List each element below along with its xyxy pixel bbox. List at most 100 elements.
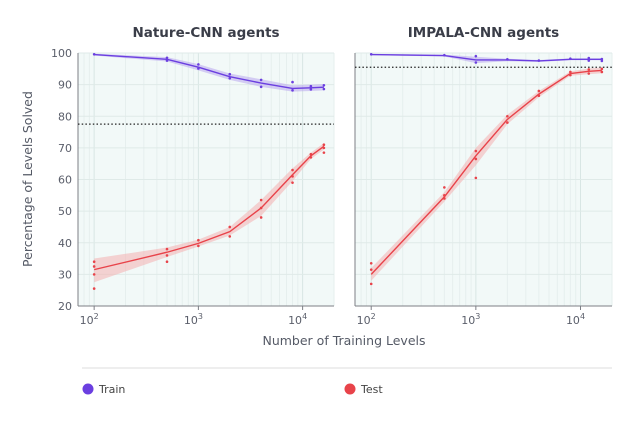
train-point: [309, 88, 313, 91]
train-point: [309, 84, 313, 88]
x-tick-exponent: 2: [94, 312, 99, 321]
test-point: [587, 72, 591, 75]
test-point: [443, 197, 446, 200]
legend-test-marker: [344, 383, 356, 395]
train-point: [587, 56, 591, 60]
y-tick-label: 90: [58, 79, 72, 92]
test-point: [600, 70, 604, 74]
test-point: [322, 151, 326, 154]
train-point: [228, 77, 232, 80]
train-point: [443, 53, 446, 57]
test-line: [370, 69, 602, 275]
panel-title: IMPALA-CNN agents: [408, 25, 559, 41]
test-point: [291, 175, 294, 178]
test-line: [93, 145, 325, 271]
train-point: [474, 61, 478, 64]
legend: Train Test: [82, 383, 383, 396]
train-point: [600, 59, 604, 63]
x-tick-label: 104: [288, 312, 307, 327]
test-point: [165, 260, 169, 264]
test-point: [569, 73, 572, 77]
panel-0: 20 30 40 50 60 70 80 90 100 102 103 104 Nature-CNN a…: [51, 25, 335, 327]
test-point: [506, 121, 509, 124]
train-point: [600, 57, 604, 61]
test-point: [443, 186, 446, 189]
train-point: [322, 83, 326, 87]
train-point: [197, 63, 200, 66]
test-point: [259, 206, 263, 210]
x-axis-label: Number of Training Levels: [262, 333, 425, 348]
y-tick-label: 20: [58, 300, 72, 313]
test-point: [92, 265, 96, 268]
test-point: [537, 89, 541, 93]
train-point: [587, 59, 591, 62]
train-line: [371, 53, 602, 62]
test-point: [259, 198, 263, 202]
test-point: [92, 287, 96, 290]
train-confidence-band: [94, 53, 324, 92]
x-tick-label: 102: [357, 312, 376, 327]
y-tick-label: 30: [58, 268, 72, 281]
x-tick-exponent: 3: [475, 312, 480, 321]
x-tick-label: 103: [461, 312, 480, 327]
test-point: [197, 238, 200, 242]
test-point: [600, 67, 604, 71]
x-tick-label: 103: [184, 312, 203, 327]
test-point: [291, 168, 294, 172]
legend-test-label: Test: [360, 383, 383, 396]
test-point: [587, 68, 591, 71]
test-point: [369, 282, 373, 286]
train-point: [506, 58, 509, 61]
train-point: [291, 80, 294, 84]
test-point: [569, 70, 572, 74]
train-point: [537, 59, 541, 62]
test-point: [474, 176, 478, 180]
train-point: [228, 72, 232, 76]
test-point: [197, 244, 200, 248]
test-point: [165, 247, 169, 251]
legend-train-label: Train: [98, 383, 125, 396]
test-point: [92, 260, 96, 264]
y-axis-label: Percentage of Levels Solved: [20, 91, 35, 267]
train-point: [259, 85, 263, 89]
test-point: [474, 157, 478, 161]
test-point: [309, 152, 313, 156]
test-point: [369, 268, 373, 271]
train-point: [569, 57, 572, 60]
test-point: [309, 156, 313, 159]
test-point: [443, 194, 446, 197]
train-point: [369, 52, 373, 56]
x-tick-exponent: 4: [580, 312, 585, 321]
y-tick-label: 100: [51, 47, 72, 60]
y-tick-label: 70: [58, 142, 72, 155]
test-point: [322, 146, 326, 150]
train-point: [165, 56, 169, 60]
x-tick-label: 102: [80, 312, 99, 327]
x-tick-label: 104: [566, 312, 585, 327]
train-point: [165, 59, 169, 62]
test-point: [92, 273, 96, 276]
x-tick-exponent: 4: [302, 312, 307, 321]
panels-layer: 20 30 40 50 60 70 80 90 100 102 103 104 Nature-CNN a…: [51, 25, 613, 327]
train-point: [197, 67, 200, 70]
train-line: [94, 53, 324, 90]
test-point: [369, 262, 373, 265]
train-point: [259, 78, 263, 82]
train-point: [92, 52, 96, 56]
test-point: [537, 94, 541, 97]
legend-train-marker: [82, 383, 94, 395]
test-confidence-band: [94, 143, 324, 283]
test-point: [228, 225, 232, 229]
test-point: [474, 149, 478, 153]
x-tick-exponent: 2: [371, 312, 376, 321]
train-point: [322, 87, 326, 91]
test-point: [165, 254, 169, 257]
y-tick-label: 50: [58, 205, 72, 218]
panel-title: Nature-CNN agents: [132, 25, 279, 41]
test-point: [259, 216, 263, 219]
train-point: [474, 54, 478, 58]
test-point: [228, 235, 232, 238]
test-point: [506, 114, 509, 118]
train-point: [291, 89, 294, 92]
